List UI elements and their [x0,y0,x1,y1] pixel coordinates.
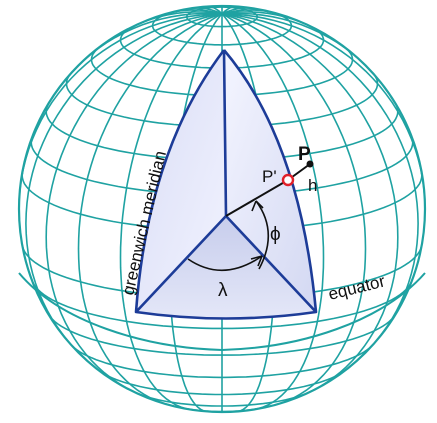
longitude-line [221,13,325,411]
longitude-line [221,13,367,407]
wedge-left-face [136,50,226,312]
sphere-outline [17,4,427,414]
longitude-symbol: λ [218,280,228,301]
height-label: h [308,176,317,195]
latitude-arc [255,200,270,270]
longitude-line [45,13,223,393]
longitude-arc [187,255,263,272]
point-p-prime-marker [281,173,295,187]
equator-line [18,272,426,352]
longitude-line [25,13,223,358]
latitude-symbol: ϕ [270,224,281,245]
latitude-arrow-head [251,200,264,212]
point-p-dot [306,160,314,168]
longitude-line [77,13,223,407]
longitude-line [221,13,399,393]
longitude-line [221,13,419,358]
equator-label: equator [326,271,387,303]
wedge-floor [136,216,316,319]
point-p-prime-label: P' [262,167,277,186]
wedge-right-face [224,50,316,312]
longitude-line [119,13,223,411]
longitude-arrow-head [250,255,263,267]
point-p-label: P [298,144,311,165]
radius-line [225,179,289,217]
